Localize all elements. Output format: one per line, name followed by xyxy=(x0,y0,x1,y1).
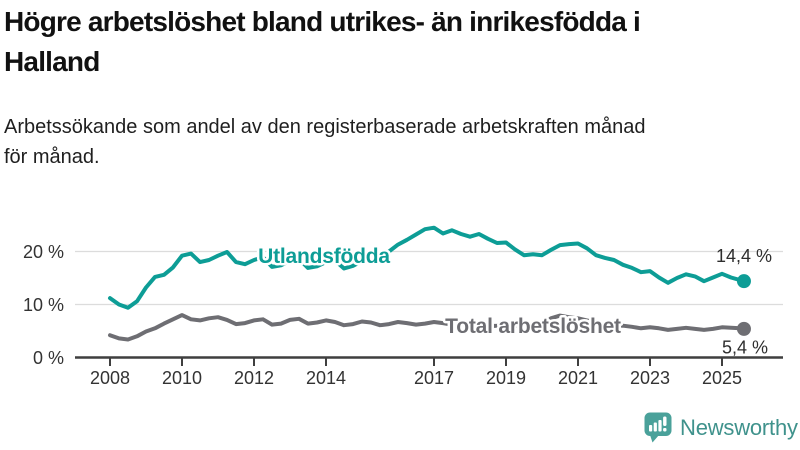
total-arbetsloshet-series-label: Total arbetslöshet xyxy=(445,315,621,338)
page-subtitle: Arbetssökande som andel av den registerb… xyxy=(4,112,796,172)
total-arbetsloshet-end-dot xyxy=(736,321,751,336)
newsworthy-logo-icon xyxy=(644,412,672,443)
total-arbetsloshet-end-value-label: 5,4 % xyxy=(722,338,768,358)
utlandsfodda-end-value-label: 14,4 % xyxy=(716,246,772,266)
newsworthy-brand[interactable]: Newsworthy xyxy=(644,412,798,443)
utlandsfodda-end-dot xyxy=(736,274,751,289)
newsworthy-brand-text: Newsworthy xyxy=(680,414,798,440)
line-chart: 0 % 10 % 20 % 2008 2010 2012 2014 2017 2019 2021 2… xyxy=(23,225,783,388)
y-tick-label: 0 % xyxy=(33,348,64,368)
x-tick-label: 2014 xyxy=(306,368,346,388)
x-tick-label: 2025 xyxy=(702,368,742,388)
y-tick-label: 10 % xyxy=(23,295,64,315)
y-tick-label: 20 % xyxy=(23,242,64,262)
x-tick-label: 2008 xyxy=(90,368,130,388)
x-tick-label: 2017 xyxy=(414,368,454,388)
page-title-line2: Halland xyxy=(4,46,100,77)
x-tick-label: 2023 xyxy=(630,368,670,388)
page-title: Högre arbetslöshet bland utrikes- än inr… xyxy=(4,2,796,82)
x-tick-label: 2012 xyxy=(234,368,274,388)
x-tick-label: 2010 xyxy=(162,368,202,388)
utlandsfodda-series-label: Utlandsfödda xyxy=(258,245,390,268)
page-subtitle-line1: Arbetssökande som andel av den registerb… xyxy=(4,116,646,138)
x-tick-label: 2019 xyxy=(486,368,526,388)
page-title-line1: Högre arbetslöshet bland utrikes- än inr… xyxy=(4,6,641,37)
utlandsfodda-line xyxy=(108,225,746,310)
page-subtitle-line2: för månad. xyxy=(4,146,100,168)
x-tick-label: 2021 xyxy=(558,368,598,388)
total-arbetsloshet-line xyxy=(108,313,746,342)
